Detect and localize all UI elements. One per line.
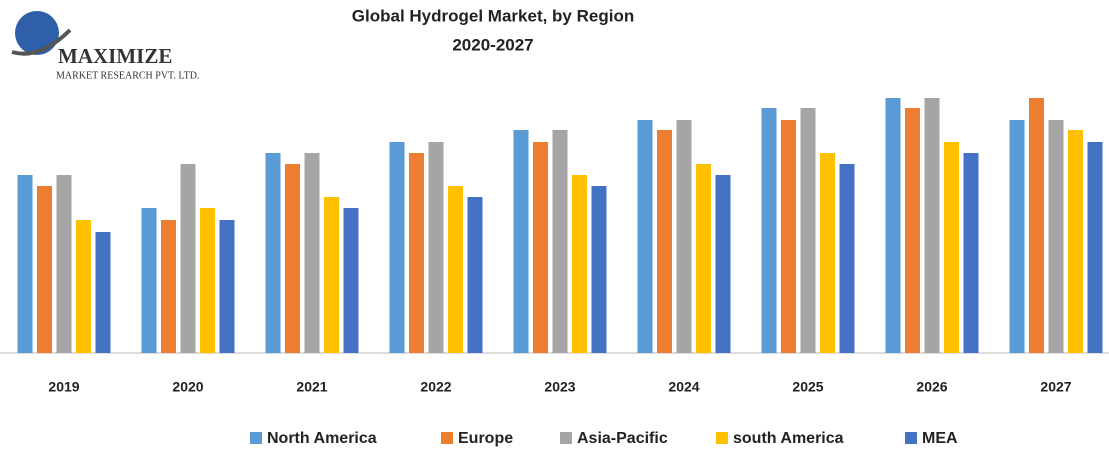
bar xyxy=(1029,98,1044,353)
x-tick-label: 2020 xyxy=(172,379,203,395)
bar xyxy=(839,164,855,353)
bar xyxy=(657,130,672,353)
bar xyxy=(219,220,235,353)
x-tick-label: 2021 xyxy=(296,379,327,395)
bar xyxy=(1068,130,1083,353)
bar xyxy=(591,186,607,353)
bar xyxy=(448,186,463,353)
legend-swatch xyxy=(560,432,572,444)
bar xyxy=(761,108,777,353)
logo-tagline: MARKET RESEARCH PVT. LTD. xyxy=(56,70,199,81)
bar xyxy=(696,164,711,353)
legend-label: MEA xyxy=(922,430,958,447)
bar xyxy=(1048,120,1064,353)
bar xyxy=(141,208,157,353)
legend-label: Europe xyxy=(458,430,513,447)
logo: MAXIMIZE MARKET RESEARCH PVT. LTD. xyxy=(11,11,199,81)
bar xyxy=(572,175,587,353)
bar xyxy=(1087,142,1103,353)
logo-name: MAXIMIZE xyxy=(58,44,172,68)
bar xyxy=(265,153,281,353)
bar xyxy=(715,175,731,353)
bar xyxy=(95,232,111,353)
bar xyxy=(17,175,33,353)
x-tick-label: 2022 xyxy=(420,379,451,395)
legend-label: Asia-Pacific xyxy=(577,430,668,447)
chart-subtitle: 2020-2027 xyxy=(452,35,533,54)
x-tick-label: 2026 xyxy=(916,379,947,395)
bar xyxy=(200,208,215,353)
bar xyxy=(343,208,359,353)
legend-swatch xyxy=(250,432,262,444)
bar xyxy=(1009,120,1025,353)
bar xyxy=(409,153,424,353)
bar xyxy=(885,98,901,353)
legend-swatch xyxy=(441,432,453,444)
bar xyxy=(37,186,52,353)
x-tick-label: 2024 xyxy=(668,379,699,395)
legend-swatch xyxy=(716,432,728,444)
legend-swatch xyxy=(905,432,917,444)
bar xyxy=(304,153,320,353)
bar xyxy=(56,175,72,353)
bar xyxy=(944,142,959,353)
bar xyxy=(800,108,816,353)
x-tick-label: 2025 xyxy=(792,379,823,395)
bar xyxy=(428,142,444,353)
bar xyxy=(513,130,529,353)
bar xyxy=(552,130,568,353)
x-tick-label: 2023 xyxy=(544,379,575,395)
bar xyxy=(161,220,176,353)
bar xyxy=(533,142,548,353)
bar xyxy=(924,98,940,353)
x-tick-label: 2027 xyxy=(1040,379,1071,395)
legend-label: North America xyxy=(267,430,377,447)
logo-swoosh xyxy=(11,28,72,56)
bar xyxy=(676,120,692,353)
bar xyxy=(963,153,979,353)
bar xyxy=(467,197,483,353)
bar xyxy=(324,197,339,353)
chart-title: Global Hydrogel Market, by Region xyxy=(352,6,634,25)
x-tick-label: 2019 xyxy=(48,379,79,395)
bar xyxy=(389,142,405,353)
bar xyxy=(820,153,835,353)
bar xyxy=(637,120,653,353)
bar xyxy=(285,164,300,353)
bar xyxy=(905,108,920,353)
legend-label: south America xyxy=(733,430,844,447)
logo-globe xyxy=(15,11,59,55)
bar xyxy=(180,164,196,353)
bar xyxy=(781,120,796,353)
bar xyxy=(76,220,91,353)
